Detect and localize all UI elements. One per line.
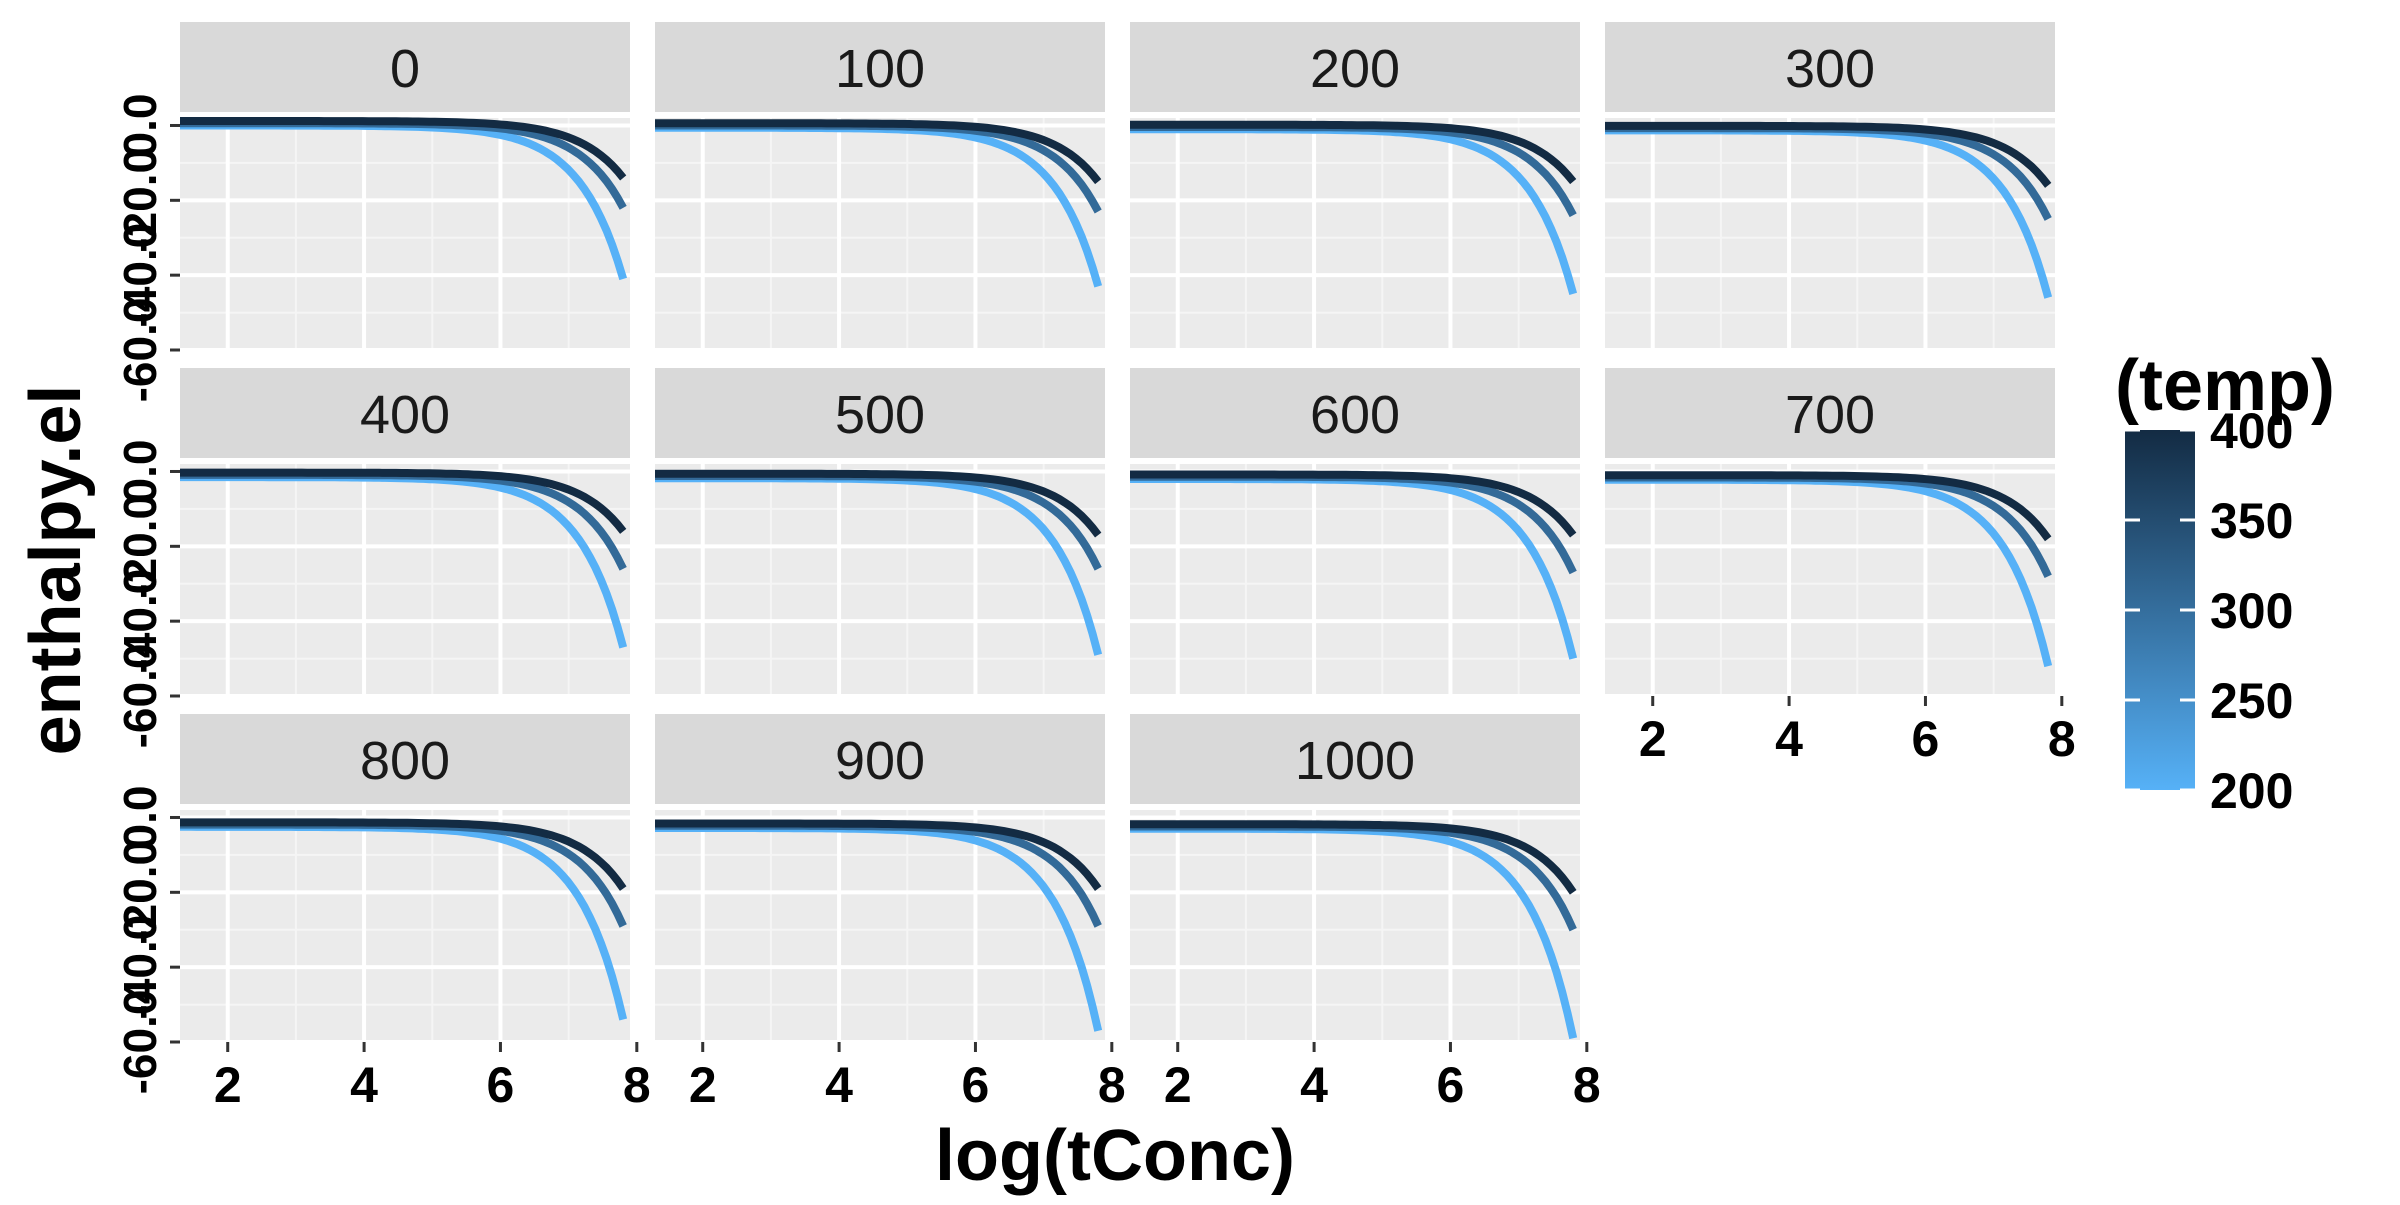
facet-strip: [180, 22, 630, 112]
y-tick-label: -60.0: [114, 298, 166, 403]
legend-tick-label: 250: [2210, 673, 2293, 729]
panel-background: [180, 810, 630, 1042]
series-line-temp-400: [1130, 820, 1577, 895]
y-tick-label: -40.0: [114, 569, 166, 674]
facet-panel: 300: [1605, 22, 2055, 352]
series-line-temp-400: [1130, 120, 1577, 185]
panel-background: [1130, 464, 1580, 696]
facet-label: 700: [1785, 385, 1875, 445]
facet-strip: [655, 22, 1105, 112]
facet-panel: 200: [1130, 22, 1580, 352]
series-line-temp-400: [1605, 121, 2052, 188]
legend-tick-label: 200: [2210, 763, 2293, 819]
legend-ticks: 400 350 300 250 200: [2125, 403, 2293, 819]
legend-title: (temp): [2115, 346, 2335, 426]
y-tick-label: -60.0: [114, 644, 166, 749]
x-tick-label: 6: [1437, 1057, 1465, 1113]
x-tick-label: 8: [1098, 1057, 1126, 1113]
facet-label: 400: [360, 385, 450, 445]
y-axis-title: enthalpy.el: [16, 385, 96, 756]
facet-strip: [1130, 368, 1580, 458]
x-tick-label: 6: [1912, 711, 1940, 767]
x-tick-label: 8: [1573, 1057, 1601, 1113]
x-tick-label: 4: [350, 1057, 378, 1113]
series-line-temp-400: [655, 469, 1102, 538]
y-tick-label: -20.0: [114, 148, 166, 253]
panel-background: [655, 810, 1105, 1042]
x-tick-label: 6: [962, 1057, 990, 1113]
facet-strip: [180, 714, 630, 804]
facet-strip: [1130, 714, 1580, 804]
facet-panel: 100: [655, 22, 1105, 352]
color-legend: (temp) 400 350 300 250 200: [2115, 346, 2335, 819]
series-line-temp-400: [1605, 471, 2052, 542]
series-line-temp-400: [180, 117, 627, 181]
facet-label: 200: [1310, 39, 1400, 99]
x-tick-label: 2: [1164, 1057, 1192, 1113]
panel-background: [180, 464, 630, 696]
series-line-temp-400: [180, 818, 627, 891]
facet-label: 800: [360, 731, 450, 791]
y-tick-label: -40.0: [114, 223, 166, 328]
x-tick-label: 4: [1775, 711, 1803, 767]
panel-background: [180, 118, 630, 350]
facet-label: 300: [1785, 39, 1875, 99]
x-axis-title: log(tConc): [935, 1116, 1295, 1196]
legend-tick-label: 400: [2210, 403, 2293, 459]
y-tick-label: 0.0: [114, 94, 166, 158]
facet-panel: 600: [1130, 368, 1580, 698]
x-tick-label: 2: [689, 1057, 717, 1113]
facet-panel: 400 0.0-20.0-40.0-60.0: [114, 368, 630, 748]
panel-background: [655, 464, 1105, 696]
series-line-temp-400: [655, 119, 1102, 185]
legend-tick-label: 300: [2210, 583, 2293, 639]
x-tick-label: 2: [1639, 711, 1667, 767]
series-line-temp-400: [180, 468, 627, 534]
facet-label: 100: [835, 39, 925, 99]
facet-strip: [180, 368, 630, 458]
x-tick-label: 2: [214, 1057, 242, 1113]
facet-label: 600: [1310, 385, 1400, 445]
y-tick-label: -60.0: [114, 990, 166, 1095]
facet-panel: 1000 2 4 6 8: [1130, 714, 1601, 1113]
series-line-temp-400: [1130, 470, 1577, 538]
facet-panel: 800 0.0-20.0-40.0-60.0 2 4 6 8: [114, 714, 651, 1113]
panel-background: [1605, 118, 2055, 350]
x-tick-label: 4: [1300, 1057, 1328, 1113]
x-tick-label: 8: [623, 1057, 651, 1113]
facet-strip: [655, 714, 1105, 804]
facet-panel: 700 2 4 6 8: [1605, 368, 2076, 767]
facet-panel: 0 0.0-20.0-40.0-60.0: [114, 22, 630, 402]
series-line-temp-400: [655, 819, 1102, 891]
y-tick-label: -20.0: [114, 840, 166, 945]
y-tick-label: -20.0: [114, 494, 166, 599]
y-tick-label: -40.0: [114, 915, 166, 1020]
x-tick-label: 6: [487, 1057, 515, 1113]
y-tick-label: 0.0: [114, 786, 166, 850]
y-tick-label: 0.0: [114, 440, 166, 504]
facet-strip: [1605, 22, 2055, 112]
panel-background: [655, 118, 1105, 350]
legend-tick-label: 350: [2210, 493, 2293, 549]
panel-background: [1130, 118, 1580, 350]
facet-label: 500: [835, 385, 925, 445]
facet-strip: [1605, 368, 2055, 458]
facet-label: 1000: [1295, 731, 1415, 791]
facet-label: 900: [835, 731, 925, 791]
facet-panel: 500: [655, 368, 1105, 698]
facet-strip: [1130, 22, 1580, 112]
facet-panel: 900 2 4 6 8: [655, 714, 1126, 1113]
facet-label: 0: [390, 39, 420, 99]
facet-strip: [655, 368, 1105, 458]
x-tick-label: 8: [2048, 711, 2076, 767]
x-tick-label: 4: [825, 1057, 853, 1113]
